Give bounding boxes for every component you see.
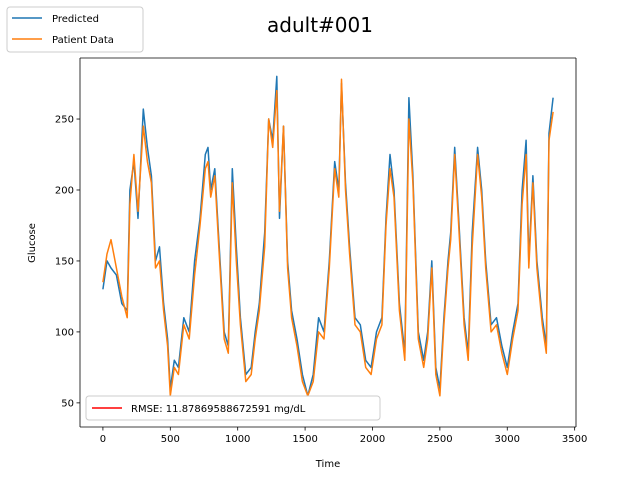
series-line-patient-data	[102, 78, 554, 397]
x-tick-label: 2000	[360, 434, 385, 445]
x-tick-label: 500	[161, 434, 180, 445]
legend-top: Predicted Patient Data	[6, 6, 144, 53]
x-tick-label: 1000	[225, 434, 250, 445]
y-tick-label: 150	[55, 256, 74, 267]
plot-area	[80, 58, 576, 427]
x-axis-ticks: 0 500 1000 1500 2000 2500 3000 3500	[100, 427, 587, 445]
y-tick-label: 250	[55, 115, 74, 126]
legend-rmse-box	[85, 395, 381, 421]
y-axis-ticks: 50 100 150 200 250	[55, 115, 80, 409]
y-tick-label: 100	[55, 327, 74, 338]
x-tick-label: 3000	[495, 434, 520, 445]
legend-label-patient-data: Patient Data	[52, 35, 114, 46]
y-tick-label: 50	[61, 398, 74, 409]
y-axis-label: Glucose	[27, 223, 38, 263]
legend-label-rmse: RMSE: 11.87869588672591 mg/dL	[131, 404, 306, 415]
chart-title: adult#001	[267, 13, 373, 37]
legend-label-predicted: Predicted	[52, 14, 99, 25]
series-layer	[102, 75, 554, 397]
x-axis-label: Time	[315, 459, 340, 470]
legend-rmse: RMSE: 11.87869588672591 mg/dL	[85, 395, 381, 421]
x-tick-label: 0	[100, 434, 106, 445]
y-tick-label: 200	[55, 185, 74, 196]
x-tick-label: 1500	[292, 434, 317, 445]
axes-frame	[79, 57, 577, 428]
x-tick-label: 2500	[427, 434, 452, 445]
x-tick-label: 3500	[562, 434, 587, 445]
